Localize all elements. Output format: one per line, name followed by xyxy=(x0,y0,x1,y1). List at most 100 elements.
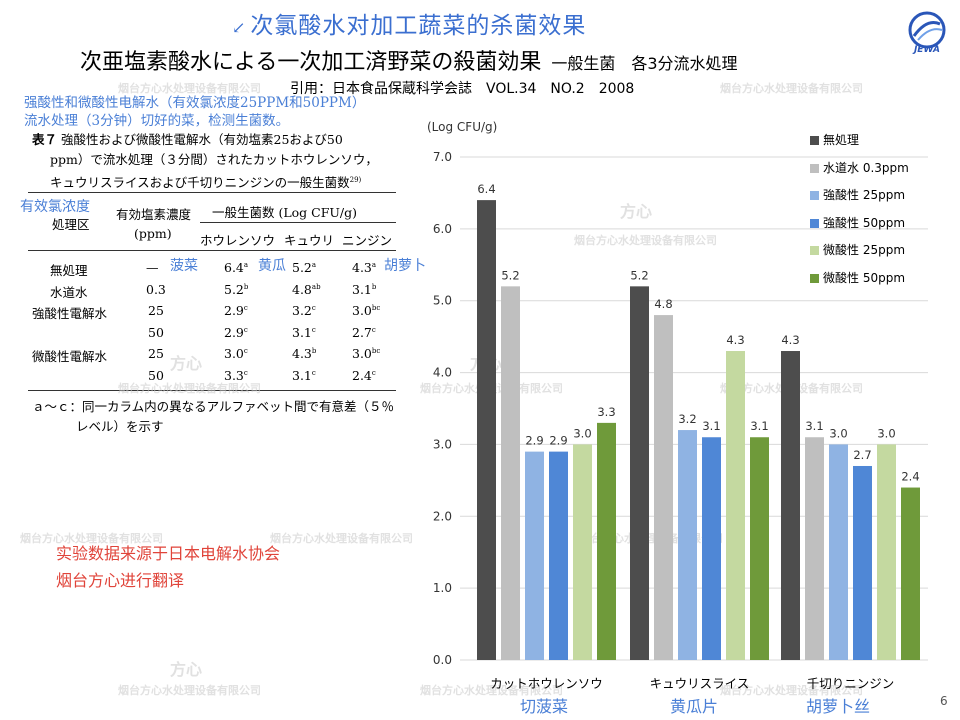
row-v1: 2.9c xyxy=(224,325,248,340)
x-category-label: 千切りニンジン xyxy=(807,676,895,691)
bar xyxy=(525,451,544,660)
bar xyxy=(477,200,496,660)
watermark-company: 烟台方心水处理设备有限公司 xyxy=(574,234,717,247)
row-v2: 5.2a xyxy=(292,260,317,275)
cn-title: ↙ 次氯酸水对加工蔬菜的杀菌效果 xyxy=(232,6,586,40)
table-header-carrot: ニンジン xyxy=(342,233,393,248)
data-label: 4.3 xyxy=(781,333,799,347)
data-label: 3.0 xyxy=(877,426,895,440)
table-caption-line1: 強酸性および微酸性電解水（有効塩素25および50 xyxy=(61,132,343,147)
row-v1: 3.0c xyxy=(224,346,248,361)
jp-title-text: 次亜塩素酸水による一次加工済野菜の殺菌効果 xyxy=(80,50,542,75)
watermark-company: 烟台方心水处理设备有限公司 xyxy=(118,82,261,95)
note-effective-chlorine: 有效氯浓度 xyxy=(20,199,90,215)
legend-swatch xyxy=(810,273,819,283)
legend-label: 微酸性 25ppm xyxy=(823,243,906,257)
citation: 引用：日本食品保蔵科学会誌 VOL.34 NO.2 2008 xyxy=(290,81,635,97)
table-rule-top xyxy=(28,192,396,193)
data-label: 3.2 xyxy=(678,412,696,426)
bar xyxy=(597,422,616,660)
legend-item: 強酸性 25ppm xyxy=(810,186,905,203)
table-caption-line3: キュウリスライスおよび千切りニンジンの一般生菌数 xyxy=(50,175,350,191)
bar xyxy=(877,444,896,660)
bar xyxy=(901,487,920,660)
table-header-count: 一般生菌数 (Log CFU/g) xyxy=(212,205,358,220)
cn-title-text: 次氯酸水对加工蔬菜的杀菌效果 xyxy=(250,13,587,39)
cn-category-3: 胡萝卜丝 xyxy=(806,697,871,716)
table-footnote2: レベル）を示す xyxy=(76,419,164,434)
row-v3: 3.0bc xyxy=(352,303,381,318)
x-category-label: カットホウレンソウ xyxy=(490,676,603,691)
watermark-company: 烟台方心水处理设备有限公司 xyxy=(720,684,863,697)
table-caption-line2: ppm）で流水処理（３分間）されたカットホウレンソウ， xyxy=(50,152,378,167)
table-caption-label: 表７ xyxy=(32,132,58,147)
y-tick-label: 6.0 xyxy=(433,222,452,236)
translation-note: 强酸性和微酸性电解水（有效氯浓度25PPM和50PPM） 流水处理（3分钟）切好… xyxy=(24,94,365,130)
row-v3: 2.4c xyxy=(352,368,376,383)
legend-item: 微酸性 25ppm xyxy=(810,241,905,258)
row-v2: 3.1c xyxy=(292,368,316,383)
y-tick-label: 5.0 xyxy=(433,294,452,308)
row-ppm: 25 xyxy=(148,346,164,361)
row-name: 無処理 xyxy=(50,263,88,278)
bar xyxy=(573,444,592,660)
y-tick-label: 0.0 xyxy=(433,653,452,667)
bar xyxy=(501,286,520,660)
watermark-brand: 方心 xyxy=(170,660,203,679)
row-v2: 3.2c xyxy=(292,303,316,318)
table-footnote1: ａ～ｃ：同一カラム内の異なるアルファベット間で有意差（５％ xyxy=(32,399,395,414)
row-v1: 5.2b xyxy=(224,282,249,297)
data-label: 3.1 xyxy=(750,419,768,433)
cn-category-2: 黄瓜片 xyxy=(670,697,719,716)
bar xyxy=(630,286,649,660)
row-v3: 2.7c xyxy=(352,325,376,340)
table-rule-mid xyxy=(28,250,396,251)
legend-swatch xyxy=(810,163,819,173)
legend-item: 強酸性 50ppm xyxy=(810,214,905,231)
row-name: 強酸性電解水 xyxy=(32,306,108,321)
legend-item: 無処理 xyxy=(810,131,859,148)
row-v1: 3.3c xyxy=(224,368,248,383)
data-label: 3.1 xyxy=(805,419,823,433)
row-v1: 6.4a xyxy=(224,260,249,275)
legend-label: 強酸性 25ppm xyxy=(823,188,906,202)
table-header-spinach: ホウレンソウ xyxy=(200,233,276,248)
row-ppm: 0.3 xyxy=(146,282,166,297)
data-label: 4.8 xyxy=(654,297,672,311)
data-label: 3.1 xyxy=(702,419,720,433)
data-label: 2.7 xyxy=(853,448,871,462)
row-v3: 3.0bc xyxy=(352,346,381,361)
data-label: 5.2 xyxy=(501,268,519,282)
watermark-company: 烟台方心水处理设备有限公司 xyxy=(270,532,413,545)
legend-swatch xyxy=(810,218,819,228)
y-tick-label: 4.0 xyxy=(433,366,452,380)
table-header-treatment: 処理区 xyxy=(52,217,90,232)
table-rule-sub xyxy=(200,222,396,223)
x-category-label: キュウリスライス xyxy=(650,676,750,691)
data-label: 2.9 xyxy=(549,434,567,448)
y-tick-label: 3.0 xyxy=(433,437,452,451)
bar xyxy=(654,315,673,660)
watermark-company: 烟台方心水处理设备有限公司 xyxy=(20,532,163,545)
bar xyxy=(726,351,745,660)
data-label: 3.0 xyxy=(829,426,847,440)
data-label: 2.4 xyxy=(901,470,919,484)
data-label: 3.0 xyxy=(573,426,591,440)
legend-swatch xyxy=(810,246,819,255)
data-label: 6.4 xyxy=(477,182,495,196)
y-tick-label: 7.0 xyxy=(433,150,452,164)
bar xyxy=(549,451,568,660)
row-name: 水道水 xyxy=(50,285,88,300)
arrow-icon: ↙ xyxy=(232,18,247,37)
legend-label: 微酸性 50ppm xyxy=(823,270,906,285)
bar xyxy=(805,437,824,660)
row-v2: 3.1c xyxy=(292,325,316,340)
bar xyxy=(750,437,769,660)
translation-note-line2: 流水处理（3分钟）切好的菜，检测生菌数。 xyxy=(24,113,290,129)
table-caption-ref: 29) xyxy=(349,176,362,184)
data-label: 2.9 xyxy=(525,434,543,448)
data-label: 5.2 xyxy=(630,268,648,282)
watermark-company: 烟台方心水处理设备有限公司 xyxy=(720,82,863,95)
row-ppm: 50 xyxy=(148,325,164,340)
bar xyxy=(829,444,848,660)
